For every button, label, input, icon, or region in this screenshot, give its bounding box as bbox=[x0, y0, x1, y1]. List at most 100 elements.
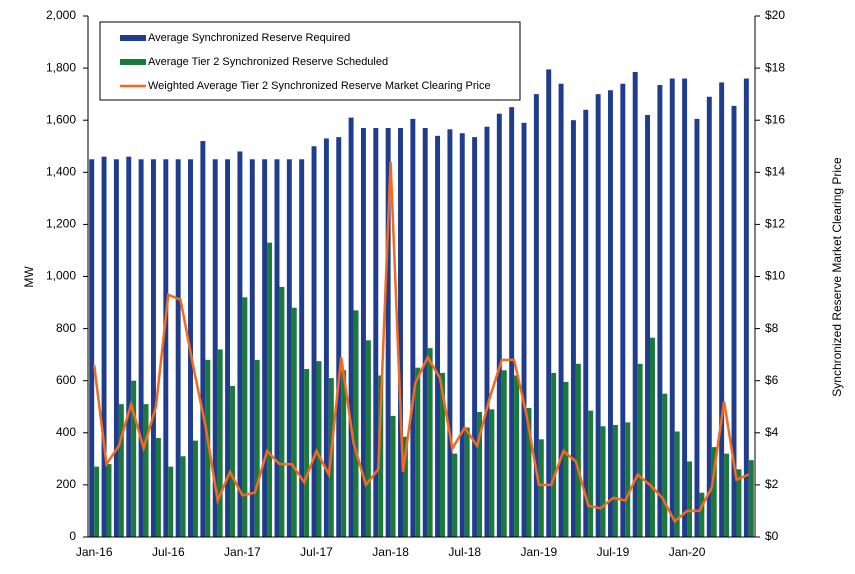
x-tick-label: Jul-17 bbox=[300, 545, 333, 559]
y2-tick-label: $12 bbox=[765, 217, 785, 231]
bar bbox=[637, 363, 643, 537]
bar bbox=[570, 120, 576, 537]
bar bbox=[163, 159, 169, 537]
bar bbox=[94, 466, 100, 537]
bar bbox=[341, 370, 347, 537]
bar bbox=[748, 460, 754, 537]
y-tick-label: 1,400 bbox=[46, 164, 76, 178]
bar bbox=[274, 159, 280, 537]
bar bbox=[608, 90, 613, 538]
bar bbox=[101, 156, 107, 538]
bar bbox=[212, 159, 218, 537]
bar bbox=[89, 159, 95, 537]
bar bbox=[311, 146, 317, 537]
y-tick-label: 200 bbox=[56, 477, 76, 491]
bar bbox=[657, 85, 663, 537]
legend-label: Weighted Average Tier 2 Synchronized Res… bbox=[148, 80, 491, 92]
bar bbox=[410, 118, 416, 538]
bar bbox=[501, 370, 507, 537]
y2-tick-label: $4 bbox=[765, 425, 779, 439]
bar bbox=[575, 363, 581, 537]
bar bbox=[385, 128, 391, 537]
bar bbox=[563, 382, 569, 537]
bar bbox=[459, 133, 465, 537]
bar bbox=[731, 105, 737, 537]
bar bbox=[192, 440, 198, 537]
y2-tick-label: $18 bbox=[765, 60, 785, 74]
price-line bbox=[92, 161, 750, 524]
bar bbox=[595, 94, 601, 538]
bar bbox=[546, 69, 552, 537]
bar bbox=[398, 128, 403, 537]
y-tick-label: 1,000 bbox=[46, 269, 76, 283]
bar bbox=[175, 159, 181, 537]
bar bbox=[583, 109, 589, 537]
bar bbox=[155, 438, 161, 537]
bar bbox=[262, 159, 268, 537]
bar bbox=[138, 159, 144, 537]
y-tick-label: 600 bbox=[56, 373, 76, 387]
y2-tick-label: $14 bbox=[765, 164, 785, 178]
bar bbox=[440, 372, 445, 537]
y2-tick-label: $6 bbox=[765, 373, 779, 387]
y-tick-label: 800 bbox=[56, 321, 76, 335]
bar bbox=[304, 368, 310, 537]
legend-label: Average Synchronized Reserve Required bbox=[148, 32, 350, 44]
bar bbox=[126, 156, 132, 538]
bar bbox=[360, 128, 366, 537]
bar bbox=[299, 159, 305, 537]
bar bbox=[551, 372, 557, 537]
bar bbox=[682, 78, 688, 538]
bar bbox=[225, 159, 231, 537]
bar bbox=[168, 466, 174, 537]
x-tick-label: Jan-16 bbox=[76, 545, 113, 559]
y-tick-label: 0 bbox=[69, 529, 76, 543]
bar bbox=[687, 461, 693, 537]
y2-tick-label: $16 bbox=[765, 112, 785, 126]
y-tick-label: 1,200 bbox=[46, 217, 76, 231]
legend-box bbox=[99, 21, 521, 101]
legend-swatch bbox=[120, 59, 146, 65]
bar bbox=[180, 456, 186, 537]
bar bbox=[538, 439, 544, 537]
bar bbox=[118, 404, 124, 537]
bar bbox=[620, 83, 626, 537]
y-axis-label: MW bbox=[22, 266, 36, 288]
x-tick-label: Jul-16 bbox=[152, 545, 185, 559]
bar bbox=[484, 126, 490, 538]
bar bbox=[464, 427, 470, 537]
bar bbox=[242, 297, 248, 537]
bar bbox=[489, 409, 495, 537]
x-tick-label: Jan-17 bbox=[224, 545, 261, 559]
bar bbox=[645, 114, 651, 538]
bar bbox=[496, 113, 502, 537]
bar bbox=[200, 141, 206, 538]
bar bbox=[600, 426, 606, 537]
x-tick-label: Jul-19 bbox=[597, 545, 630, 559]
bar bbox=[736, 469, 742, 537]
bar bbox=[435, 135, 441, 537]
bar bbox=[323, 138, 329, 537]
bar bbox=[143, 404, 149, 537]
x-tick-label: Jan-18 bbox=[372, 545, 409, 559]
y-tick-label: 1,800 bbox=[46, 60, 76, 74]
x-tick-label: Jan-20 bbox=[669, 545, 706, 559]
bar bbox=[150, 159, 156, 537]
bar bbox=[472, 137, 478, 537]
legend-label: Average Tier 2 Synchronized Reserve Sche… bbox=[148, 56, 388, 68]
bar bbox=[452, 453, 458, 537]
y2-tick-label: $8 bbox=[765, 321, 779, 335]
bar bbox=[662, 393, 668, 537]
bar bbox=[694, 118, 700, 538]
bar bbox=[267, 242, 273, 537]
bar bbox=[719, 82, 725, 538]
bar bbox=[353, 310, 359, 537]
bar bbox=[291, 307, 297, 537]
y-tick-label: 400 bbox=[56, 425, 76, 439]
bar bbox=[526, 408, 532, 537]
bar bbox=[336, 137, 342, 537]
bar bbox=[106, 464, 112, 537]
bar bbox=[632, 72, 638, 537]
bar bbox=[612, 424, 618, 537]
